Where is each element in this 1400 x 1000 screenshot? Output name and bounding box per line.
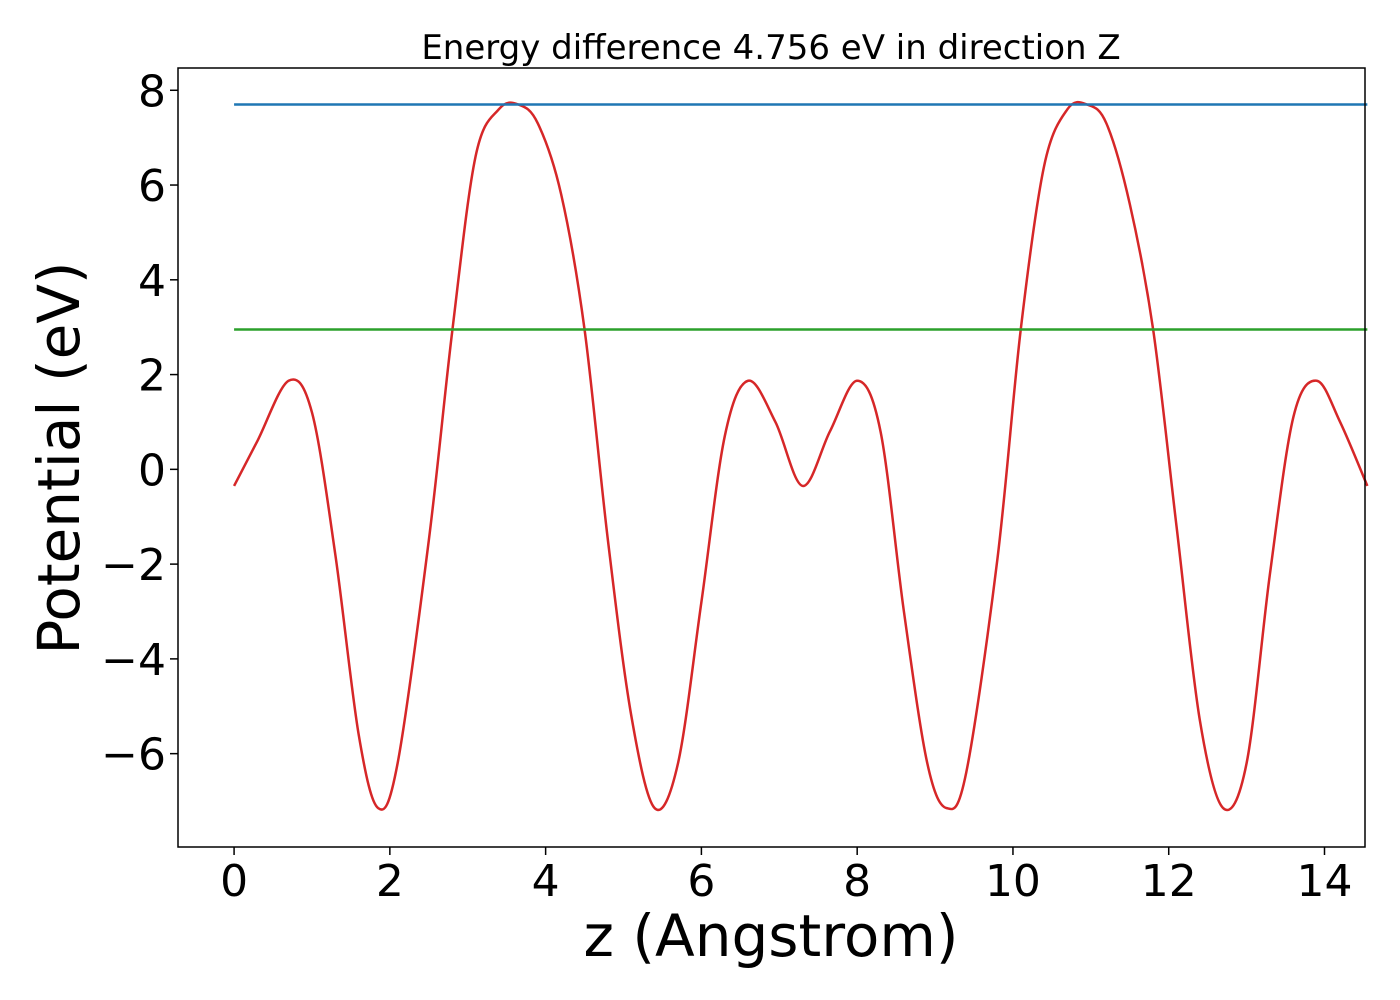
series-line-0 xyxy=(232,100,1369,812)
x-axis-label: z (Angstrom) xyxy=(584,902,959,970)
series-layer xyxy=(232,100,1369,812)
x-tick-label: 14 xyxy=(1296,856,1352,907)
y-tick-label: −2 xyxy=(101,540,166,591)
x-tick-label: 10 xyxy=(985,856,1041,907)
y-tick-label: −6 xyxy=(101,730,166,781)
plot-frame xyxy=(177,67,1366,848)
y-tick-label: 4 xyxy=(138,256,166,307)
y-tick-label: 6 xyxy=(138,161,166,212)
y-tick-label: 2 xyxy=(138,351,166,402)
y-axis-label: Potential (eV) xyxy=(25,261,93,654)
y-tick-label: 8 xyxy=(138,66,166,117)
x-tick-label: 4 xyxy=(532,856,560,907)
y-tick-label: 0 xyxy=(138,445,166,496)
x-tick-label: 2 xyxy=(376,856,404,907)
x-tick-label: 8 xyxy=(843,856,871,907)
y-tick-label: −4 xyxy=(101,635,166,686)
x-tick-label: 0 xyxy=(220,856,248,907)
x-tick-label: 12 xyxy=(1141,856,1197,907)
x-tick-label: 6 xyxy=(687,856,715,907)
chart-title: Energy difference 4.756 eV in direction … xyxy=(421,28,1120,68)
y-axis: −6 −4 −2 0 2 4 6 8 xyxy=(101,66,178,781)
x-axis: 0 2 4 6 8 10 12 14 xyxy=(220,847,1352,907)
